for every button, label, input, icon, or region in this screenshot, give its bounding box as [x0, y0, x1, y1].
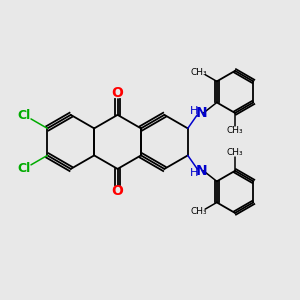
Text: O: O: [112, 184, 124, 198]
Text: Cl: Cl: [18, 109, 31, 122]
Text: CH₃: CH₃: [227, 148, 243, 158]
Text: CH₃: CH₃: [227, 126, 243, 135]
Text: O: O: [112, 86, 124, 100]
Text: N: N: [196, 106, 207, 120]
Text: CH₃: CH₃: [191, 68, 207, 77]
Text: N: N: [196, 164, 207, 178]
Text: CH₃: CH₃: [191, 207, 207, 216]
Text: Cl: Cl: [18, 162, 31, 175]
Text: H: H: [190, 106, 199, 116]
Text: H: H: [190, 168, 199, 178]
